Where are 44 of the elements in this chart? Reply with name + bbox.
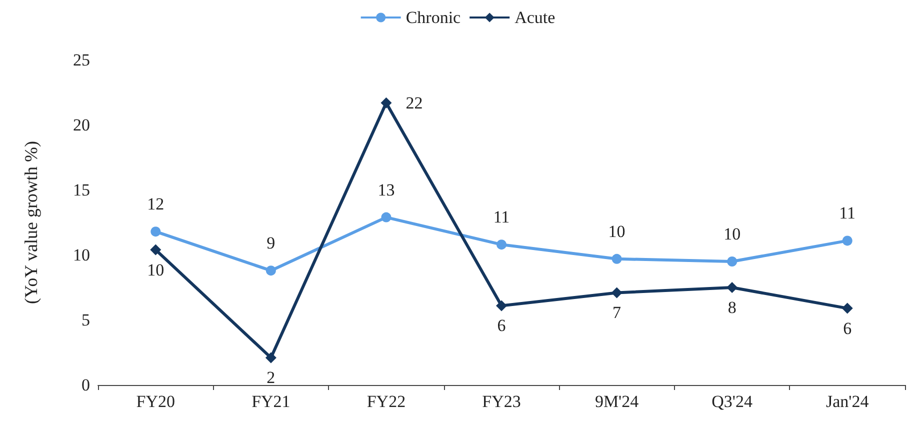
y-tick-label: 20 [73,116,90,134]
data-label: 9 [266,234,276,253]
point [842,236,852,246]
data-label: 7 [612,303,622,322]
x-tick-label: Q3'24 [712,392,753,411]
point [150,244,162,256]
point [381,212,392,222]
legend-label: Acute [514,8,556,27]
data-label: 6 [497,316,506,336]
point [496,300,507,312]
point [842,302,853,314]
point [380,97,392,108]
x-tick-label: FY22 [366,392,406,411]
x-tick-label: FY23 [482,392,521,411]
y-axis-title: (YoY value growth %) [21,141,41,304]
y-tick-label: 10 [73,246,90,264]
data-label: 2 [266,368,276,388]
x-tick-label: Jan'24 [826,392,870,411]
point [611,287,622,298]
x-tick-label: 9M'24 [594,392,640,411]
point [266,266,276,276]
point [727,256,738,266]
data-label: 13 [378,180,395,200]
data-label: 10 [608,222,626,241]
y-tick-label: 25 [73,50,90,70]
data-label: 10 [147,260,164,280]
point [265,352,276,364]
data-label: 10 [724,224,741,244]
y-tick-label: 15 [73,180,90,200]
legend-label: Chronic [406,8,462,27]
data-label: 8 [728,298,736,317]
data-label: 22 [406,93,423,112]
data-label: 12 [147,194,164,214]
y-tick-label: 0 [82,376,90,394]
x-tick-label: FY20 [136,392,176,411]
point [150,226,161,237]
point [726,282,738,293]
data-label: 11 [839,204,856,223]
data-label: 11 [493,208,510,227]
point [612,254,622,264]
x-tick-label: FY21 [252,392,290,411]
data-label: 6 [843,318,852,338]
point [496,240,506,250]
y-tick-label: 5 [82,310,90,330]
